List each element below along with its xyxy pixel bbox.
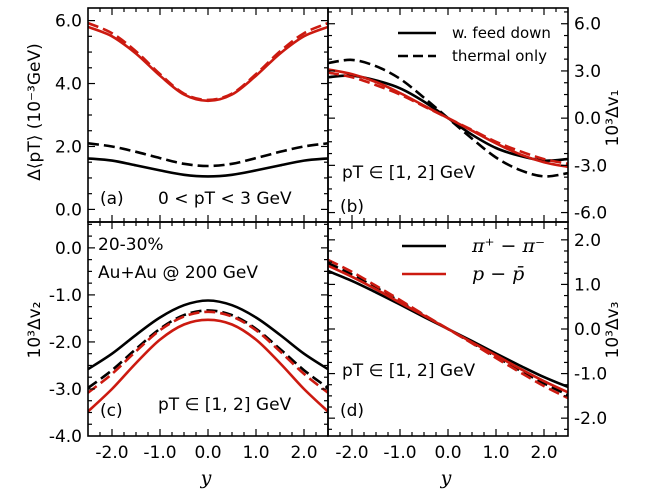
annotation-panel-b: pT ∈ [1, 2] GeV — [342, 163, 476, 183]
ytick-label-c: -4.0 — [49, 427, 82, 447]
centrality-annotation: 20-30% — [98, 235, 164, 255]
series-line-c-1 — [88, 309, 328, 390]
series-line-d-3 — [328, 258, 568, 400]
series-group-d — [328, 258, 568, 400]
xtick-label-d: 2.0 — [530, 443, 557, 463]
x-axis-title-left: y — [200, 467, 212, 489]
annotation-panel-a: 0 < pT < 3 GeV — [158, 189, 292, 209]
panel-b: -6.0 -3.0 0.0 3.0 6.0 — [327, 7, 607, 224]
series-line-a-3 — [88, 21, 328, 102]
legend-label-proton: p − p̄ — [472, 263, 524, 285]
panel-d: -2.0 -1.0 0.0 1.0 2.0 -2.0 -1.0 0.0 1.0 2.0 — [327, 221, 607, 463]
ylabel-panel-b: 10³Δv₁ — [603, 90, 623, 147]
panel-label-d: (d) — [340, 401, 364, 421]
legend-label-thermal-only: thermal only — [452, 47, 547, 65]
series-line-a-2 — [88, 25, 328, 103]
xtick-label-d: -2.0 — [335, 443, 368, 463]
system-annotation: Au+Au @ 200 GeV — [98, 263, 258, 283]
xtick-label-c: 2.0 — [290, 443, 317, 463]
series-line-b-3 — [328, 71, 568, 166]
legend-label-feed-down: w. feed down — [452, 24, 551, 42]
xtick-label-d: -1.0 — [383, 443, 416, 463]
ytick-label-c: -2.0 — [49, 333, 82, 353]
xtick-label-c: -1.0 — [143, 443, 176, 463]
legend-label-pion: π⁺ − π⁻ — [471, 235, 545, 257]
ticks-a — [88, 8, 328, 222]
panels-layer: 0.0 2.0 4.0 6.0 -6.0 -3.0 0.0 3.0 6.0 -4.0 -3.0 -2.… — [49, 7, 607, 463]
series-group-a — [88, 21, 328, 178]
ytick-label-d: 2.0 — [574, 231, 601, 251]
ytick-label-b: -6.0 — [574, 204, 607, 224]
ytick-label-d: 0.0 — [574, 320, 601, 340]
annotation-panel-c: pT ∈ [1, 2] GeV — [158, 395, 292, 415]
series-line-c-0 — [88, 299, 328, 371]
ytick-label-d: -2.0 — [574, 409, 607, 429]
ylabel-panel-a: Δ⟨pT⟩ (10⁻³GeV) — [25, 43, 45, 180]
panel-label-c: (c) — [100, 401, 123, 421]
ytick-label-a: 0.0 — [55, 200, 82, 220]
ytick-label-b: 0.0 — [574, 109, 601, 129]
xtick-label-c: -2.0 — [95, 443, 128, 463]
ytick-label-b: 6.0 — [574, 15, 601, 35]
panel-label-b: (b) — [340, 197, 364, 217]
series-line-c-2 — [88, 318, 328, 413]
ytick-label-d: -1.0 — [574, 365, 607, 385]
ylabel-panel-d: 10³Δv₃ — [603, 302, 623, 359]
xtick-label-d: 1.0 — [482, 443, 509, 463]
x-axis-title-right: y — [440, 467, 452, 489]
ticks-d — [328, 222, 568, 436]
annotation-panel-d: pT ∈ [1, 2] GeV — [342, 361, 476, 381]
series-line-a-1 — [88, 142, 328, 168]
xtick-label-c: 1.0 — [242, 443, 269, 463]
ytick-label-b: -3.0 — [574, 156, 607, 176]
series-group-c — [88, 299, 328, 413]
xtick-label-d: 0.0 — [434, 443, 461, 463]
ytick-label-a: 2.0 — [55, 137, 82, 157]
overlay-layer: y y Δ⟨pT⟩ (10⁻³GeV) 10³Δv₁ 10³Δv₂ 10³Δv₃… — [25, 24, 623, 489]
series-line-a-0 — [88, 157, 328, 178]
ytick-label-a: 6.0 — [55, 12, 82, 32]
ytick-label-a: 4.0 — [55, 75, 82, 95]
series-group-b — [328, 58, 568, 178]
ytick-label-c: 0.0 — [55, 239, 82, 259]
ylabel-panel-c: 10³Δv₂ — [25, 302, 45, 359]
ticks-c — [88, 222, 328, 436]
xtick-label-c: 0.0 — [194, 443, 221, 463]
panel-c: -4.0 -3.0 -2.0 -1.0 0.0 -2.0 -1.0 0.0 1.0 2.0 — [49, 221, 329, 463]
series-line-c-3 — [88, 310, 328, 394]
ytick-label-c: -3.0 — [49, 380, 82, 400]
ytick-label-b: 3.0 — [574, 62, 601, 82]
panel-label-a: (a) — [100, 189, 124, 209]
ytick-label-c: -1.0 — [49, 286, 82, 306]
ytick-label-d: 1.0 — [574, 275, 601, 295]
ticks-b — [328, 8, 568, 222]
